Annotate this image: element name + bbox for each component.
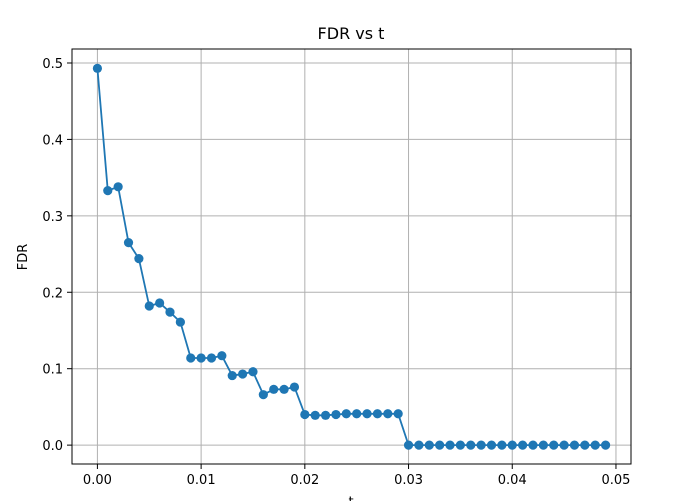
data-point (248, 367, 258, 377)
data-point (144, 301, 154, 311)
data-point (310, 410, 320, 420)
data-point (227, 370, 237, 381)
x-tick-label: 0.05 (601, 473, 630, 488)
data-point (414, 440, 424, 450)
series-line (96, 68, 606, 447)
grid (72, 49, 631, 464)
y-tick-label: 0.2 (42, 286, 63, 301)
data-point (528, 440, 538, 450)
data-point (445, 440, 455, 450)
plot-area (71, 48, 632, 465)
data-point (569, 440, 580, 450)
data-point (300, 409, 310, 420)
x-axis-label: t (348, 495, 353, 501)
chart-title: FDR vs t (318, 24, 385, 43)
data-point (269, 384, 279, 394)
data-point (600, 440, 611, 450)
data-point (590, 440, 600, 450)
data-point (476, 440, 486, 450)
data-point (113, 182, 123, 192)
data-point (134, 254, 144, 264)
data-point (580, 440, 590, 450)
data-point (289, 382, 300, 392)
data-point (486, 440, 497, 450)
y-tick-label: 0.3 (42, 210, 63, 225)
x-tick-label: 0.03 (394, 473, 423, 488)
data-point (320, 410, 331, 420)
data-point (466, 440, 476, 450)
data-point (165, 307, 175, 317)
y-tick-label: 0.0 (42, 439, 63, 454)
data-point (383, 409, 393, 419)
data-point (393, 409, 403, 419)
x-tick-label: 0.02 (290, 473, 319, 488)
data-point (455, 440, 465, 450)
data-point (507, 440, 517, 450)
data-point (341, 409, 351, 419)
data-point (175, 317, 185, 327)
data-point (372, 409, 383, 419)
data-point (331, 409, 341, 420)
data-point (549, 440, 559, 450)
data-point (92, 63, 103, 73)
data-point (155, 298, 165, 308)
data-point (559, 440, 569, 450)
data-point (352, 409, 362, 419)
y-tick-label: 0.4 (42, 133, 63, 148)
data-point (362, 409, 372, 419)
data-point (435, 440, 445, 450)
data-point (217, 351, 227, 361)
y-tick-label: 0.5 (42, 57, 63, 72)
data-point (538, 440, 548, 450)
x-tick-label: 0.00 (83, 473, 112, 488)
data-point (206, 353, 217, 363)
data-point (103, 186, 113, 196)
data-point (403, 440, 414, 450)
data-point (518, 440, 528, 450)
data-point (196, 353, 206, 363)
data-point (279, 384, 289, 394)
data-point (238, 369, 248, 379)
data-point (424, 440, 434, 450)
series-fdr (92, 63, 611, 450)
data-point (258, 390, 268, 400)
x-tick-label: 0.01 (187, 473, 216, 488)
y-axis-label: FDR (16, 244, 31, 271)
data-point (186, 353, 196, 363)
axis-ticks: 0.00 0.01 0.02 0.03 0.04 0.05 0.0 0.1 0.2 0.3 0.4 0… (42, 57, 630, 488)
x-tick-label: 0.04 (498, 473, 527, 488)
data-point (497, 440, 507, 450)
data-point (123, 237, 134, 248)
y-tick-label: 0.1 (42, 363, 63, 378)
